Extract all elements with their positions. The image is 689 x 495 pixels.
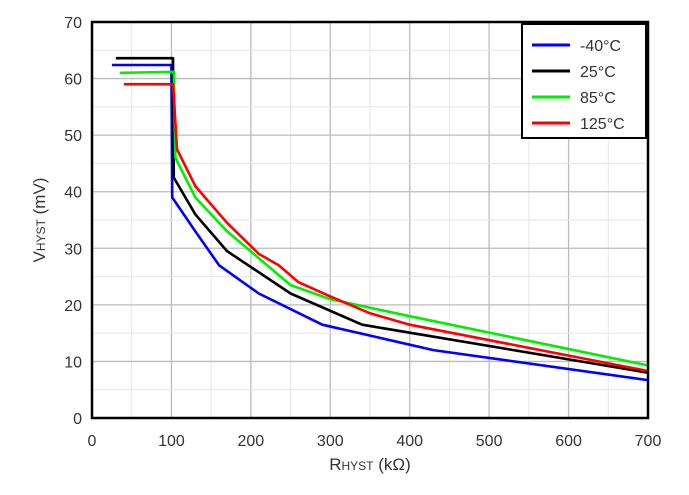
y-tick-label: 60 [64, 72, 82, 89]
x-axis-label: RHYST (kΩ) [329, 455, 411, 474]
y-tick-label: 40 [64, 185, 82, 202]
x-tick-label: 300 [317, 433, 344, 450]
legend-label: 125°C [580, 116, 625, 133]
x-tick-label: 500 [476, 433, 503, 450]
legend-label: 25°C [580, 64, 616, 81]
x-tick-label: 0 [88, 433, 97, 450]
y-tick-label: 10 [64, 354, 82, 371]
legend-label: -40°C [580, 38, 621, 55]
plot-frame [90, 20, 650, 420]
y-tick-label: 70 [64, 15, 82, 32]
x-tick-label: 400 [396, 433, 423, 450]
y-tick-label: 30 [64, 241, 82, 258]
legend-box [521, 23, 647, 139]
x-tick-label: 200 [238, 433, 265, 450]
y-tick-label: 50 [64, 128, 82, 145]
tick-labels: 0 100 200 300 400 500 600 700 0 10 20 30 40 50 60 70 [64, 15, 661, 450]
legend-label: 85°C [580, 90, 616, 107]
y-tick-label: 0 [73, 411, 82, 428]
legend: -40°C 25°C 85°C 125°C [521, 23, 647, 139]
y-axis-label: VHYST (mV) [30, 178, 49, 263]
series-line--40°C [111, 63, 649, 382]
x-tick-label: 700 [635, 433, 662, 450]
series-group [111, 56, 649, 382]
x-tick-label: 100 [158, 433, 185, 450]
x-tick-label: 600 [555, 433, 582, 450]
series-line-125°C [123, 82, 649, 373]
y-tick-label: 20 [64, 298, 82, 315]
